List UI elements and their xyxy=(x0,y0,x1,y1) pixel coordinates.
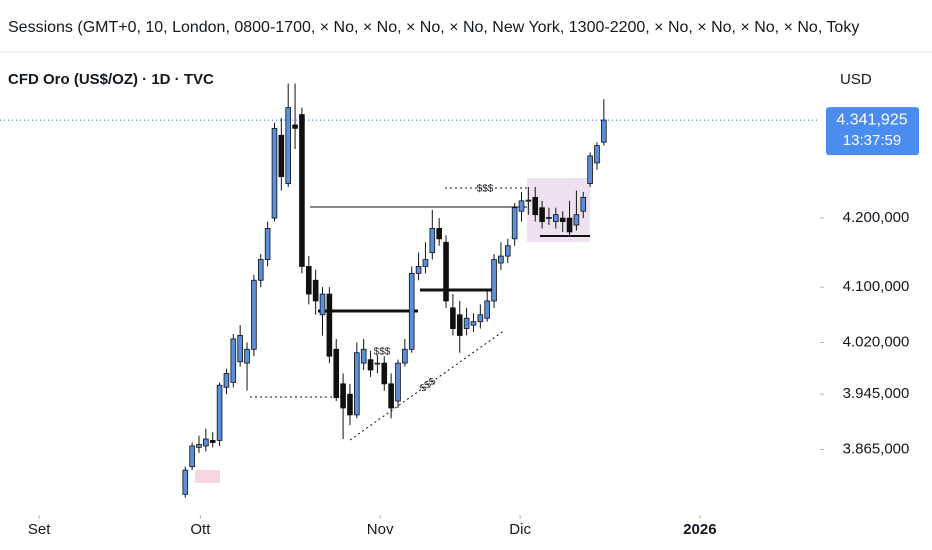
currency: USD xyxy=(840,71,872,88)
candle-body xyxy=(237,335,243,363)
last-price-box xyxy=(826,107,919,156)
candle-body xyxy=(326,293,333,357)
candle-body xyxy=(546,217,552,219)
candle-body xyxy=(333,348,340,399)
candle-body xyxy=(244,348,250,364)
candle-body xyxy=(587,155,593,184)
candle-body xyxy=(216,384,223,441)
y-tick-label: 4.020,000 xyxy=(843,333,910,350)
candle-body xyxy=(601,119,607,143)
candle-body xyxy=(367,359,374,371)
x-tick-label: 2026 xyxy=(683,521,716,538)
last-price-label: 4.341,925 xyxy=(836,111,907,128)
chart-title: CFD Oro (US$/OZ) · 1D · TVC xyxy=(8,71,214,88)
candle-body xyxy=(498,255,504,264)
x-tick-label: Dic xyxy=(509,521,531,538)
candle-body xyxy=(223,373,230,388)
candle-body xyxy=(196,444,202,448)
candle-body xyxy=(388,383,394,409)
candle-body xyxy=(360,348,367,364)
candle-body xyxy=(209,440,216,443)
candle-body xyxy=(374,362,381,365)
y-tick-label: 4.200,000 xyxy=(843,209,910,226)
x-tick-label: Ott xyxy=(190,521,211,538)
candle-body xyxy=(189,445,195,468)
candle-body xyxy=(559,217,566,222)
candle-body xyxy=(470,321,477,326)
candle-body xyxy=(566,217,573,233)
candle-body xyxy=(477,314,484,323)
candle-body xyxy=(312,279,319,302)
candle-body xyxy=(456,314,463,336)
countdown: 13:37:59 xyxy=(843,132,901,149)
candle-body xyxy=(264,228,271,260)
annotation: $$$ xyxy=(477,184,494,195)
candle-body xyxy=(463,317,470,329)
candle-body xyxy=(484,300,490,319)
candle-body xyxy=(203,438,209,447)
zone xyxy=(195,470,220,483)
indicator-legend: Sessions (GMT+0, 10, London, 0800-1700, … xyxy=(8,19,859,36)
candle-body xyxy=(532,196,539,216)
candle-body xyxy=(450,307,456,329)
candle-body xyxy=(251,279,257,350)
annotation: $$$ xyxy=(374,347,391,358)
candle-body xyxy=(271,127,278,219)
candle-body xyxy=(402,348,408,364)
candle-body xyxy=(504,245,511,257)
candle-body xyxy=(305,266,312,295)
y-tick-label: 3.945,000 xyxy=(843,385,910,402)
candle-body xyxy=(443,241,449,302)
candle-body xyxy=(299,114,305,267)
candle-body xyxy=(395,362,401,402)
candle-body xyxy=(257,259,264,281)
x-tick-label: Set xyxy=(28,521,51,538)
y-tick-label: 3.865,000 xyxy=(843,440,910,457)
candle-body xyxy=(182,469,189,495)
candle-body xyxy=(553,214,559,222)
x-tick-label: Nov xyxy=(367,521,394,538)
candle-body xyxy=(319,293,326,316)
drawn-line xyxy=(349,329,506,441)
candle-body xyxy=(230,338,237,383)
candle-body xyxy=(285,107,292,184)
candle-body xyxy=(491,259,497,302)
candle-body xyxy=(511,207,518,240)
plot: 3.865,000 3.945,000 4.020,000 4.100,000 4.20… xyxy=(0,83,919,538)
candle-body xyxy=(436,228,442,240)
candle-body xyxy=(429,228,436,254)
candle-body xyxy=(354,352,360,416)
candle-body xyxy=(292,124,298,129)
candle-body xyxy=(573,214,580,226)
candle-body xyxy=(580,196,587,212)
candle-body xyxy=(415,266,422,274)
candle-body xyxy=(594,145,600,164)
candle-body xyxy=(518,200,525,212)
candle-body xyxy=(525,199,532,202)
candle-body xyxy=(408,272,415,350)
candle-body xyxy=(539,207,545,222)
y-tick-label: 4.100,000 xyxy=(843,278,910,295)
candle-body xyxy=(347,393,353,416)
candle-body xyxy=(381,362,388,385)
candle-body xyxy=(278,134,285,178)
candle-body xyxy=(340,383,346,409)
candle-body xyxy=(422,259,429,267)
